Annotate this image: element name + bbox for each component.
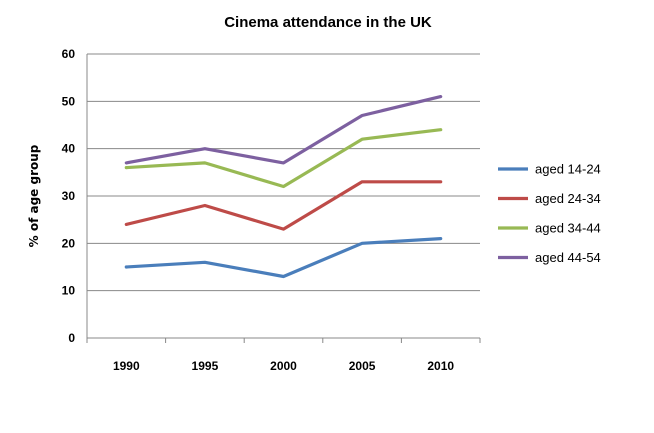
y-tick-label: 20 xyxy=(62,236,76,250)
x-tick-label: 1990 xyxy=(113,359,140,373)
chart-title: Cinema attendance in the UK xyxy=(224,14,432,31)
legend-label: aged 14-24 xyxy=(535,162,601,177)
x-tick-label: 2010 xyxy=(427,359,454,373)
y-tick-label: 60 xyxy=(62,47,76,61)
series-line-aged-44-54 xyxy=(124,94,443,165)
series-lines xyxy=(124,94,443,279)
y-tick-labels: 0 10 20 30 40 50 60 xyxy=(62,47,76,345)
legend-label: aged 24-34 xyxy=(535,191,601,206)
x-tick-label: 1995 xyxy=(192,359,219,373)
y-tick-label: 50 xyxy=(62,94,76,108)
y-tick-label: 40 xyxy=(62,142,76,156)
y-tick-label: 10 xyxy=(62,284,76,298)
legend: aged 14-24 aged 24-34 aged 34-44 aged 44-54 xyxy=(498,162,601,265)
legend-label: aged 34-44 xyxy=(535,221,601,236)
y-axis-title: % of age group xyxy=(27,144,41,247)
series-line-aged-14-24 xyxy=(124,237,443,279)
y-tick-label: 30 xyxy=(62,189,76,203)
series-line-aged-24-34 xyxy=(124,180,443,231)
x-tick-label: 2005 xyxy=(349,359,376,373)
legend-label: aged 44-54 xyxy=(535,250,601,265)
gridlines xyxy=(86,53,481,343)
x-tick-label: 2000 xyxy=(270,359,297,373)
x-tick-labels: 1990 1995 2000 2005 2010 xyxy=(113,359,454,373)
series-line-aged-34-44 xyxy=(124,128,443,189)
y-tick-label: 0 xyxy=(68,331,75,345)
